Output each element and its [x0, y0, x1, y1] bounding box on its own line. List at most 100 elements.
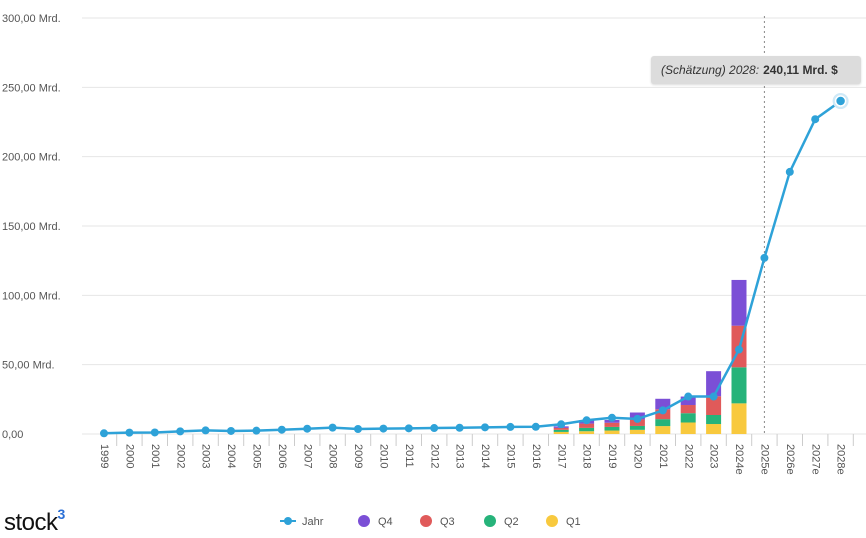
bar-q1-2023[interactable]: [706, 424, 722, 434]
x-tick-label: 2013: [454, 444, 466, 468]
bar-q3-2022[interactable]: [680, 405, 696, 414]
x-tick-label: 2020: [631, 444, 643, 468]
x-tick-label: 2024e: [733, 444, 745, 475]
annual-point-2020[interactable]: [633, 414, 642, 423]
annual-point-2005[interactable]: [252, 426, 261, 435]
annual-point-2013[interactable]: [455, 423, 464, 432]
x-tick-label: 2008: [327, 444, 339, 468]
x-tick-label: 2014: [479, 444, 491, 468]
annual-point-2028e[interactable]: [834, 95, 847, 107]
annual-point-1999[interactable]: [100, 429, 108, 438]
legend-label-jahr: Jahr: [302, 516, 324, 528]
bar-q4-2023[interactable]: [706, 371, 722, 397]
annual-point-2021[interactable]: [658, 406, 667, 415]
annual-point-2008[interactable]: [328, 423, 337, 432]
legend-point-symbol: [284, 517, 292, 525]
legend-label-q3: Q3: [440, 516, 455, 528]
annual-point-2002[interactable]: [176, 427, 185, 436]
bar-q1-2022[interactable]: [680, 422, 696, 434]
annual-point-2003[interactable]: [201, 426, 210, 435]
y-tick-label: 250,00 Mrd.: [2, 82, 61, 94]
bar-q4-2024e[interactable]: [731, 279, 747, 326]
annual-point-2015[interactable]: [506, 422, 515, 431]
bar-q1-2018[interactable]: [579, 431, 595, 434]
annual-point-2000[interactable]: [125, 428, 134, 437]
y-tick-label: 300,00 Mrd.: [2, 13, 61, 25]
value-tooltip: (Schätzung) 2028: 240,11 Mrd. $: [651, 56, 861, 84]
bar-q1-2020[interactable]: [629, 429, 645, 434]
bar-q1-2017[interactable]: [553, 431, 569, 434]
tooltip-prefix: (Schätzung) 2028:: [661, 63, 760, 77]
legend-swatch-q2: [484, 515, 496, 527]
x-tick-label: 2000: [123, 444, 135, 468]
annual-point-2012[interactable]: [430, 424, 439, 433]
annual-point-2026e[interactable]: [785, 167, 794, 176]
annual-point-2009[interactable]: [354, 425, 362, 434]
bar-q3-2023[interactable]: [706, 396, 722, 416]
bar-q3-2018[interactable]: [579, 423, 595, 428]
x-tick-label: 2007: [301, 444, 313, 468]
x-tick-label: 2009: [352, 444, 364, 468]
annual-point-2024e[interactable]: [735, 345, 743, 354]
x-tick-label: 2015: [504, 444, 516, 468]
bar-q2-2019[interactable]: [604, 426, 620, 431]
annual-point-2019[interactable]: [608, 413, 616, 422]
annual-point-2004[interactable]: [227, 426, 235, 435]
bar-q1-2021[interactable]: [655, 426, 671, 434]
x-tick-label: 1999: [98, 444, 110, 468]
x-tick-label: 2011: [403, 444, 415, 468]
annual-point-2027e[interactable]: [811, 115, 820, 124]
annual-point-2016[interactable]: [531, 422, 540, 431]
x-tick-label: 2002: [174, 444, 186, 468]
annual-point-2007[interactable]: [303, 424, 312, 433]
bar-q4-2021[interactable]: [655, 398, 671, 410]
bar-q2-2020[interactable]: [629, 425, 645, 430]
logo-text: stock: [4, 509, 58, 536]
x-tick-label: 2028e: [835, 444, 847, 475]
bar-q2-2024e[interactable]: [731, 367, 747, 404]
logo-superscript: 3: [57, 506, 66, 522]
annual-point-2006[interactable]: [277, 425, 286, 434]
annual-point-2011[interactable]: [404, 424, 413, 433]
annual-point-2023[interactable]: [709, 392, 718, 401]
x-tick-label: 2017: [555, 444, 567, 468]
x-tick-label: 2025e: [758, 444, 770, 475]
y-axis-ticks: 0,00 50,00 Mrd. 100,00 Mrd. 150,00 Mrd. 200,…: [2, 13, 61, 441]
annual-point-2014[interactable]: [481, 423, 489, 432]
annual-point-2017[interactable]: [557, 420, 566, 429]
bar-q1-2024e[interactable]: [731, 403, 747, 434]
x-tick-label: 2023: [708, 444, 720, 468]
annual-points[interactable]: [100, 93, 849, 438]
y-tick-label: 100,00 Mrd.: [2, 290, 61, 302]
x-tick-label: 2005: [250, 444, 262, 468]
y-tick-label: 200,00 Mrd.: [2, 152, 61, 164]
x-tick-label: 2003: [200, 444, 212, 468]
annual-point-2018[interactable]: [582, 416, 591, 425]
bar-q2-2021[interactable]: [655, 419, 671, 427]
annual-point-2022[interactable]: [684, 392, 693, 401]
bar-q2-2018[interactable]: [579, 427, 595, 432]
legend-label-q1: Q1: [566, 516, 581, 528]
x-tick-label: 2001: [149, 444, 161, 468]
bar-q4-2022[interactable]: [680, 396, 696, 406]
bar-q3-2017[interactable]: [553, 427, 569, 430]
y-tick-label: 0,00: [2, 429, 23, 441]
x-axis-ticks: 1999 2000 2001 2002 2003 2004 2005 2006 2007 2008…: [98, 434, 854, 475]
annual-point-2001[interactable]: [150, 428, 159, 437]
bar-q1-2019[interactable]: [604, 430, 620, 434]
bar-q2-2023[interactable]: [706, 415, 722, 425]
annual-point-2010[interactable]: [379, 424, 388, 433]
annual-line: [103, 100, 842, 435]
y-tick-label: 50,00 Mrd.: [2, 360, 55, 372]
legend-label-q4: Q4: [378, 516, 393, 528]
quarter-bars[interactable]: [553, 279, 747, 434]
bar-q2-2022[interactable]: [680, 413, 696, 423]
tooltip-value: 240,11 Mrd. $: [763, 63, 838, 77]
bar-q2-2017[interactable]: [553, 429, 569, 432]
legend-swatch-q1: [546, 515, 558, 527]
annual-point-2025e[interactable]: [760, 253, 769, 262]
bar-q3-2019[interactable]: [604, 422, 620, 427]
legend: Jahr Q4 Q3 Q2 Q1: [280, 515, 581, 528]
x-tick-label: 2004: [225, 444, 237, 468]
